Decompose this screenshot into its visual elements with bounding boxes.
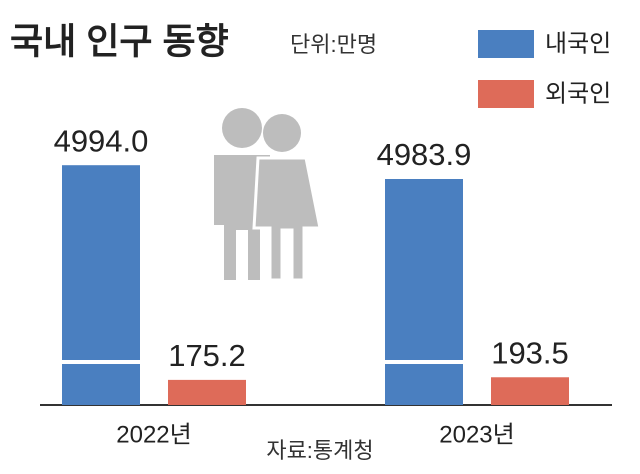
bar	[385, 179, 463, 405]
bar	[491, 377, 569, 405]
people-icon	[214, 108, 322, 282]
legend-swatch	[478, 80, 534, 108]
chart-subtitle: 단위:만명	[290, 32, 377, 57]
legend-label: 내국인	[545, 30, 611, 57]
value-label: 175.2	[168, 338, 246, 373]
x-tick-label: 2023년	[439, 421, 514, 448]
x-tick-label: 2022년	[116, 421, 191, 448]
source: 자료:통계청	[266, 438, 373, 463]
bar	[168, 379, 246, 405]
value-label: 4994.0	[54, 123, 149, 158]
chart-title: 국내 인구 동향	[10, 21, 229, 62]
legend-swatch	[478, 30, 534, 58]
value-label: 193.5	[491, 335, 569, 370]
bar	[62, 165, 140, 405]
value-label: 4983.9	[377, 137, 472, 172]
legend-label: 외국인	[545, 80, 611, 107]
